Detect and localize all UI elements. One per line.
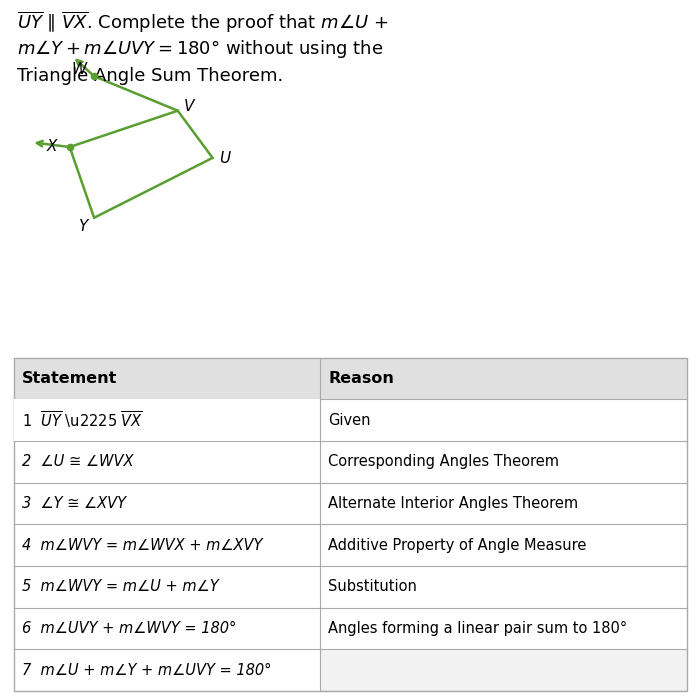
Text: 7  m∠U + m∠Y + m∠UVY = 180°: 7 m∠U + m∠Y + m∠UVY = 180°: [22, 663, 272, 678]
Text: 3  ∠Y ≅ ∠XVY: 3 ∠Y ≅ ∠XVY: [22, 496, 126, 511]
Text: Y: Y: [78, 219, 88, 235]
Bar: [14, 357, 687, 399]
Text: U: U: [220, 151, 231, 166]
Bar: [320, 649, 687, 691]
Text: Statement: Statement: [22, 371, 118, 386]
Bar: [14, 608, 687, 649]
Text: V: V: [184, 99, 194, 114]
Text: Triangle Angle Sum Theorem.: Triangle Angle Sum Theorem.: [17, 67, 284, 85]
Bar: [14, 483, 687, 524]
Text: $m\angle Y + m\angle UVY = 180°$ without using the: $m\angle Y + m\angle UVY = 180°$ without…: [17, 38, 384, 60]
Text: Substitution: Substitution: [328, 579, 418, 595]
Text: 5  m∠WVY = m∠U + m∠Y: 5 m∠WVY = m∠U + m∠Y: [22, 579, 219, 595]
Text: 6  m∠UVY + m∠WVY = 180°: 6 m∠UVY + m∠WVY = 180°: [22, 621, 237, 636]
Text: Alternate Interior Angles Theorem: Alternate Interior Angles Theorem: [328, 496, 579, 511]
Bar: [14, 524, 687, 566]
Text: 2  ∠U ≅ ∠WVX: 2 ∠U ≅ ∠WVX: [22, 454, 134, 469]
Text: 4  m∠WVY = m∠WVX + m∠XVY: 4 m∠WVY = m∠WVX + m∠XVY: [22, 537, 263, 553]
Bar: [14, 566, 687, 608]
Text: Corresponding Angles Theorem: Corresponding Angles Theorem: [328, 454, 559, 469]
Text: X: X: [47, 140, 58, 154]
Text: $\overline{\mathit{UY}}$ ∥ $\overline{\mathit{VX}}$. Complete the proof that $m\: $\overline{\mathit{UY}}$ ∥ $\overline{\m…: [17, 9, 389, 34]
Text: 1  $\overline{\mathit{UY}}$ \u2225 $\overline{\mathit{VX}}$: 1 $\overline{\mathit{UY}}$ \u2225 $\over…: [22, 410, 144, 431]
Text: Given: Given: [328, 413, 371, 428]
Text: Angles forming a linear pair sum to 180°: Angles forming a linear pair sum to 180°: [328, 621, 627, 636]
Text: 1  UY ∥ VX: 1 UY ∥ VX: [22, 413, 97, 428]
Text: Reason: Reason: [328, 371, 395, 386]
Bar: [14, 399, 320, 441]
Bar: [14, 399, 687, 441]
Text: W: W: [71, 62, 86, 77]
Bar: [14, 441, 687, 483]
Text: Additive Property of Angle Measure: Additive Property of Angle Measure: [328, 537, 587, 553]
Bar: [14, 649, 687, 691]
